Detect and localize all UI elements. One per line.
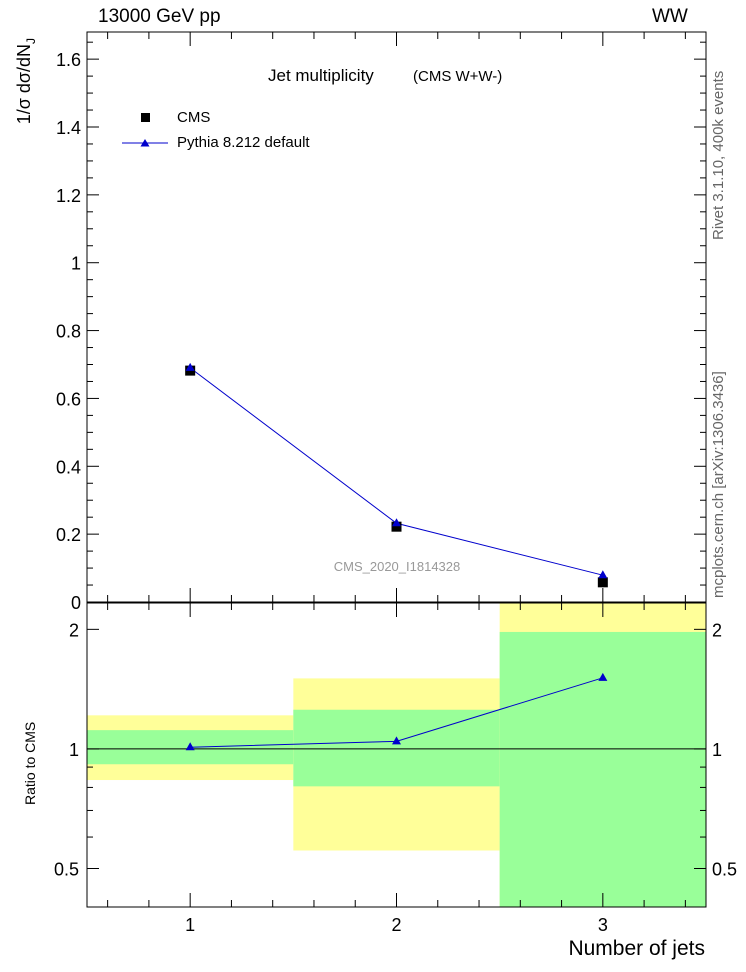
ratio-y-tick-label-right: 2 [712,620,722,640]
main-y-tick-label: 0.8 [56,322,81,342]
main-y-tick-label: 0 [71,593,81,613]
chart-title: Jet multiplicity [268,66,374,85]
x-tick-label: 3 [598,915,608,935]
ratio-pythia-point [598,672,608,681]
x-axis-label: Number of jets [568,937,705,960]
side-text-mcplots: mcplots.cern.ch [arXiv:1306.3436] [710,371,727,598]
ratio-y-axis-label: Ratio to CMS [22,722,38,805]
ratio-pythia-point [185,742,195,751]
legend-pythia-label: Pythia 8.212 default [177,134,310,151]
main-y-tick-label: 0.4 [56,457,81,477]
main-y-tick-label: 1.6 [56,50,81,70]
ratio-plot-frame [86,602,707,908]
watermark: CMS_2020_I1814328 [334,559,461,574]
main-plot-frame [86,31,707,603]
main-y-tick-label: 0.2 [56,525,81,545]
ratio-y-tick-label-right: 1 [712,740,722,760]
main-ticks: 0 0.2 0.4 0.6 0.8 1 1.2 1.4 1.6 [56,32,706,613]
ratio-bands [87,603,706,907]
cms-point [597,577,608,588]
main-y-tick-label: 1.4 [56,118,81,138]
main-marks [185,362,608,588]
x-tick-label: 1 [185,915,195,935]
ratio-marks [185,672,608,751]
main-y-axis-label: 1/σ dσ/dNJ [14,38,38,124]
legend-pythia-marker [140,139,150,147]
header-right: WW [652,6,688,27]
cms-point [391,521,402,532]
pythia-line [189,367,603,576]
pythia-point [392,518,401,527]
pythia-point [185,362,195,371]
ratio-y-tick-label-right: 0.5 [712,860,737,880]
header-left: 13000 GeV pp [98,6,221,27]
side-text-rivet: Rivet 3.1.10, 400k events [710,71,727,240]
x-tick-label: 2 [391,915,401,935]
ratio-y-tick-label: 1 [69,740,79,760]
legend-cms-marker [141,113,150,122]
ratio-y-tick-label: 0.5 [54,860,79,880]
chart-title-note: (CMS W+W-) [413,68,502,85]
main-y-tick-label: 1 [71,254,81,274]
main-y-tick-label: 1.2 [56,186,81,206]
main-y-tick-label: 0.6 [56,389,81,409]
ratio-ticks: 0.5 0.5 1 1 2 2 1 2 3 [54,603,737,935]
ratio-band-stat [293,709,500,787]
ratio-pythia-point [392,736,401,745]
legend-cms-label: CMS [177,109,210,126]
ratio-y-tick-label: 2 [69,620,79,640]
legend: CMS Pythia 8.212 default [122,109,310,151]
pythia-point [598,570,608,579]
